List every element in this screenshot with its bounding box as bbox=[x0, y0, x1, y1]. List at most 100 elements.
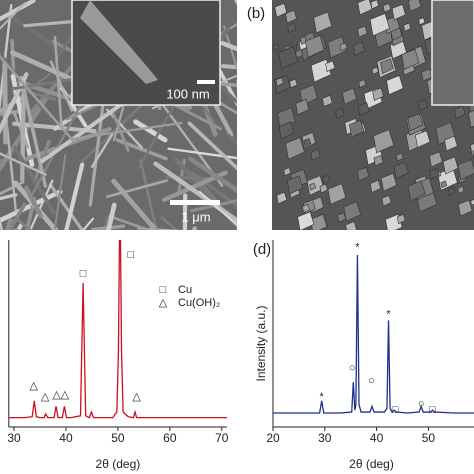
flake bbox=[310, 149, 321, 161]
flake bbox=[418, 17, 426, 26]
nanowire bbox=[16, 222, 24, 230]
x-tick-label: 40 bbox=[59, 431, 73, 445]
peak-marker: ○ bbox=[418, 398, 425, 410]
nanowire bbox=[240, 152, 270, 204]
nanowire bbox=[243, 44, 272, 56]
x-tick-label: 50 bbox=[422, 431, 436, 445]
flake bbox=[313, 11, 333, 34]
peak-marker: ○ bbox=[368, 375, 375, 387]
nanowire bbox=[92, 232, 110, 264]
flake bbox=[343, 201, 361, 222]
peak-marker: □ bbox=[128, 249, 135, 261]
flake bbox=[429, 151, 443, 168]
nanowire bbox=[0, 0, 36, 22]
nanowire bbox=[49, 60, 73, 112]
flake bbox=[370, 0, 380, 10]
peak-marker: ○ bbox=[349, 362, 356, 374]
flake bbox=[305, 35, 325, 58]
nanowire bbox=[0, 193, 18, 201]
nanowire bbox=[108, 215, 153, 230]
nanowire bbox=[106, 179, 169, 198]
nanowire bbox=[19, 75, 48, 188]
nanowire bbox=[24, 185, 44, 219]
flake bbox=[273, 43, 280, 51]
legend-label: Cu bbox=[178, 284, 192, 296]
peak-marker: △ bbox=[52, 389, 61, 401]
flake bbox=[458, 199, 473, 217]
nanowire bbox=[0, 4, 13, 111]
flake bbox=[283, 167, 292, 177]
flake bbox=[447, 187, 456, 196]
flake bbox=[440, 180, 448, 189]
nanowire bbox=[88, 92, 106, 207]
flake bbox=[457, 159, 474, 181]
nanowire bbox=[40, 101, 125, 164]
nanowire bbox=[64, 162, 85, 230]
flake bbox=[393, 161, 409, 179]
peak-marker: △ bbox=[61, 389, 70, 401]
flake bbox=[337, 212, 347, 223]
flake bbox=[381, 195, 392, 207]
peak-marker: □ bbox=[429, 404, 436, 416]
nanowire bbox=[9, 15, 62, 51]
flake bbox=[339, 42, 348, 52]
flake bbox=[285, 137, 305, 160]
flake bbox=[470, 199, 474, 206]
flake bbox=[457, 185, 465, 194]
x-axis-label: 2θ (deg) bbox=[349, 457, 394, 471]
nanowire bbox=[13, 180, 59, 230]
panel-label: (d) bbox=[253, 241, 271, 258]
inset-scale-label: 100 nm bbox=[166, 86, 209, 101]
flake bbox=[380, 172, 397, 192]
nanowire bbox=[187, 121, 237, 171]
flake bbox=[454, 105, 466, 119]
flake bbox=[286, 175, 304, 195]
flake bbox=[352, 41, 366, 56]
peak-marker: □ bbox=[80, 268, 87, 280]
x-tick-label: 30 bbox=[318, 431, 332, 445]
flake bbox=[275, 77, 284, 87]
x-tick-label: 20 bbox=[266, 431, 280, 445]
flake bbox=[289, 78, 298, 89]
flake bbox=[322, 174, 330, 184]
flake bbox=[371, 66, 379, 75]
scale-bar bbox=[197, 80, 215, 84]
nanowire bbox=[160, 216, 178, 230]
peak-marker: * bbox=[320, 391, 325, 403]
scale-bar bbox=[170, 200, 220, 205]
xrd-line bbox=[8, 240, 227, 419]
nanowire bbox=[0, 95, 24, 114]
flake bbox=[287, 22, 297, 33]
flake bbox=[327, 183, 347, 205]
nanowire bbox=[220, 64, 237, 70]
flake bbox=[297, 211, 315, 230]
flake bbox=[357, 25, 368, 38]
x-tick-label: 70 bbox=[215, 431, 229, 445]
flake bbox=[295, 98, 310, 116]
nanowire bbox=[53, 35, 63, 128]
peak-marker: △ bbox=[41, 391, 50, 403]
inset-b bbox=[431, 0, 474, 106]
flake bbox=[278, 121, 295, 140]
nanowire bbox=[36, 236, 112, 321]
nanowire bbox=[187, 156, 237, 194]
flake bbox=[369, 179, 382, 193]
nanowire bbox=[0, 152, 47, 176]
peak-marker: * bbox=[355, 241, 360, 253]
flake bbox=[401, 48, 420, 70]
nanowire bbox=[0, 2, 26, 30]
nanowire bbox=[12, 110, 30, 149]
flake bbox=[408, 0, 422, 12]
flake bbox=[327, 36, 347, 59]
flake bbox=[417, 99, 428, 111]
y-axis-label: Intensity (a.u.) bbox=[254, 305, 268, 381]
nanowire bbox=[2, 61, 8, 145]
flake bbox=[335, 107, 345, 119]
flake bbox=[386, 75, 404, 96]
flake bbox=[403, 22, 412, 32]
nanowire bbox=[219, 84, 237, 105]
nanowire bbox=[167, 147, 237, 160]
nanowire bbox=[225, 131, 237, 145]
nanowire bbox=[12, 145, 56, 215]
